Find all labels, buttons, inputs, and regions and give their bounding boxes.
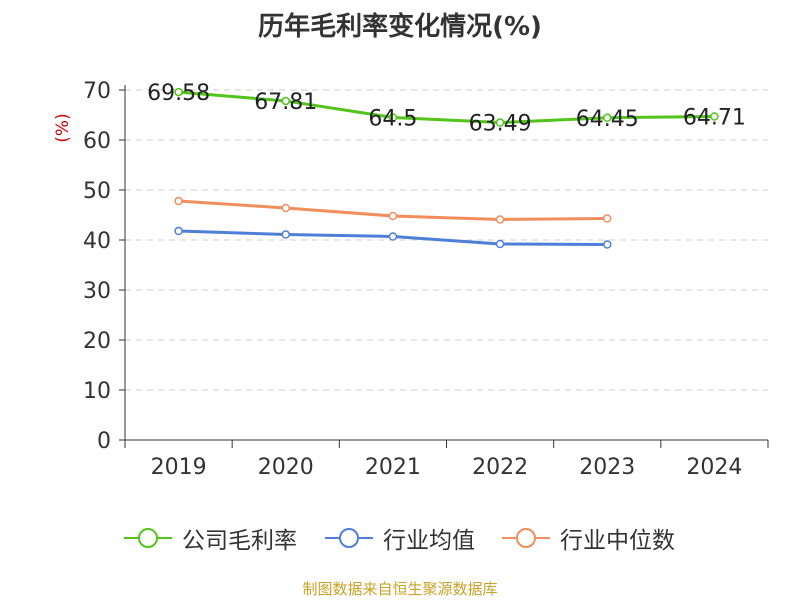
data-source-note: 制图数据来自恒生聚源数据库 [302,580,498,598]
data-point [281,230,290,239]
y-tick-label: 0 [97,429,111,454]
data-label: 63.49 [469,112,532,137]
data-point [281,96,290,106]
data-point [603,240,612,249]
legend-item-industry-median[interactable]: 行业中位数 [500,520,675,556]
x-tick-label: 2024 [686,455,742,480]
data-point [495,239,505,249]
data-point [388,211,398,221]
x-tick-label: 2023 [579,455,635,480]
x-tick-label: 2021 [365,455,421,480]
legend-line-icon [502,528,550,548]
legend-label: 行业中位数 [560,528,675,554]
y-tick-label: 40 [83,229,111,254]
data-labels: 69.58 67.81 64.5 63.49 64.45 64.71 [147,81,746,136]
x-tick-label: 2020 [258,455,314,480]
x-tick-label: 2019 [151,455,207,480]
legend-label: 公司毛利率 [182,528,297,554]
y-tick-label: 30 [83,279,111,304]
data-label: 64.71 [683,105,746,130]
data-point [281,203,290,213]
data-label: 64.5 [368,107,417,132]
legend-item-company[interactable]: 公司毛利率 [122,520,297,556]
data-label: 64.45 [576,107,639,132]
axes: 0 10 20 30 40 50 60 70 2019 2020 2021 2022 2023 2024 [83,79,769,480]
data-point [603,214,612,223]
series-line [178,90,715,125]
y-tick-label: 60 [83,129,111,154]
y-axis-label: (%) [53,113,73,142]
data-label: 69.58 [147,81,210,106]
data-point [388,232,398,241]
chart-title: 历年毛利率变化情况(%) [258,12,542,42]
data-point [710,112,719,121]
legend-item-industry-avg[interactable]: 行业均值 [323,520,475,556]
data-point [495,215,505,224]
legend-line-icon [325,528,373,548]
series-lines [174,87,719,249]
y-tick-label: 50 [83,179,111,204]
legend: 公司毛利率 行业均值 行业中位数 [0,520,800,556]
legend-line-icon [124,528,172,548]
data-point [388,113,398,122]
data-label: 67.81 [254,90,317,115]
y-tick-label: 10 [83,379,111,404]
data-point [495,118,505,127]
data-point [174,226,183,236]
y-tick-label: 20 [83,329,111,354]
y-tick-label: 70 [83,79,111,104]
data-point [603,113,612,122]
legend-label: 行业均值 [383,528,475,554]
data-point [174,87,183,97]
data-point [174,196,183,206]
x-tick-label: 2022 [472,455,528,480]
